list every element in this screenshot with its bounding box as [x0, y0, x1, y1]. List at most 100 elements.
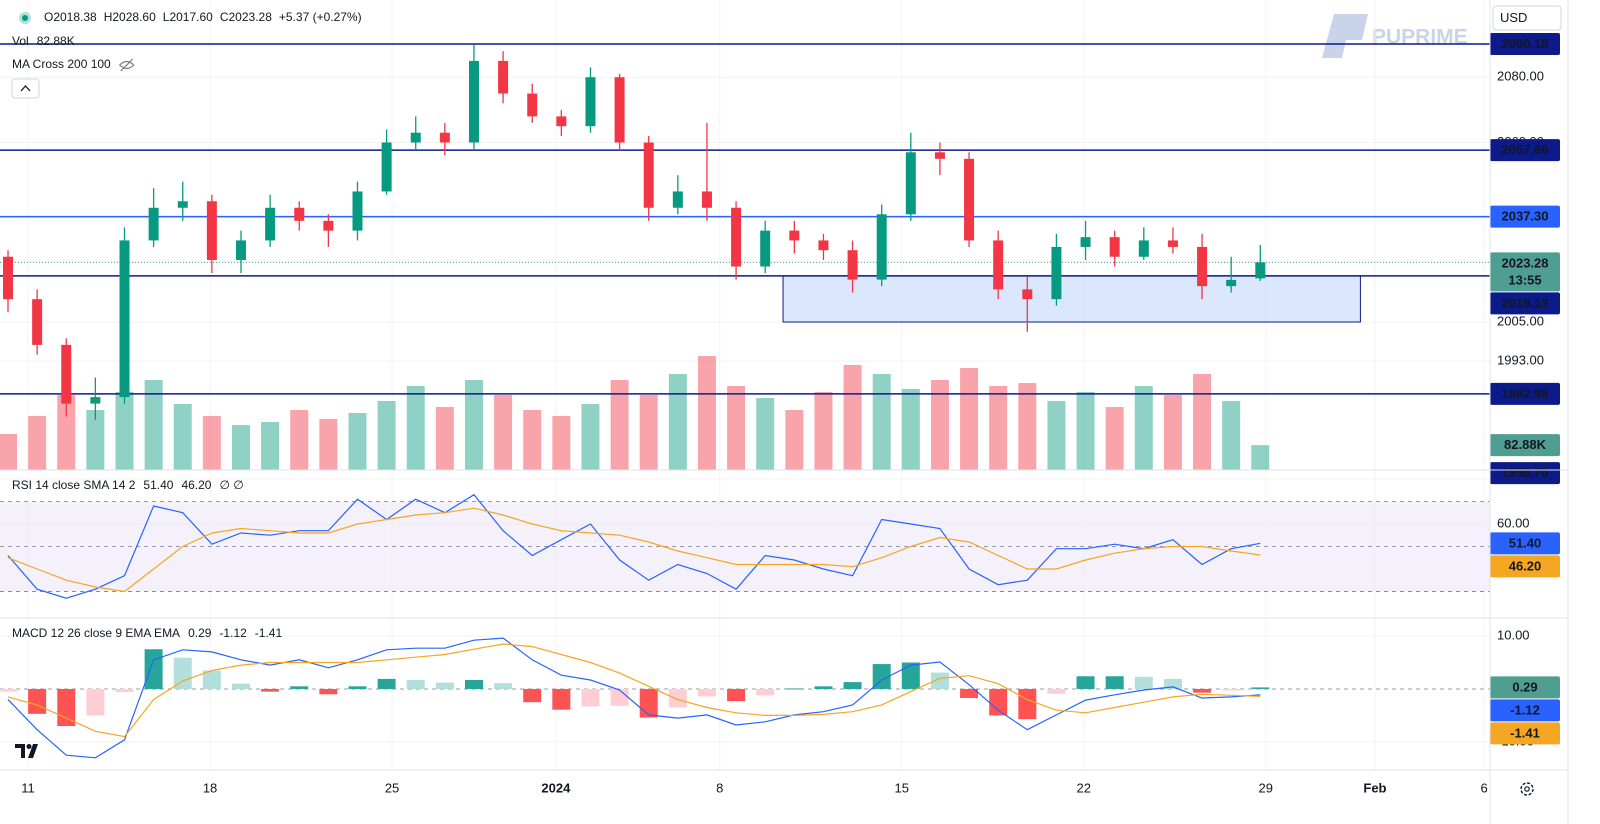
- volume-bar: [727, 386, 746, 470]
- volume-bar: [406, 386, 425, 470]
- histogram-bar: [639, 688, 658, 718]
- candle-body: [323, 220, 334, 231]
- volume-bar: [901, 389, 920, 470]
- histogram-bar: [930, 672, 949, 689]
- volume-bar: [115, 392, 134, 470]
- volume-bar: [0, 434, 18, 470]
- settings-button[interactable]: [1520, 782, 1534, 796]
- candle-body: [964, 158, 975, 241]
- volume-bar: [202, 416, 221, 470]
- volume-bar: [86, 410, 105, 470]
- candle-body: [1197, 246, 1208, 287]
- volume-bar: [290, 410, 309, 470]
- histogram-bar: [1222, 688, 1241, 691]
- ohlc-legend: +5.37 (+0.27%): [279, 10, 362, 24]
- histogram-label: 0.29: [1512, 679, 1537, 694]
- gear-icon[interactable]: [1520, 782, 1534, 796]
- indicator-value-label-box: [1490, 699, 1560, 722]
- last-price-label: 13:55: [1508, 272, 1541, 287]
- indicator-value: -1.12: [219, 626, 247, 640]
- x-tick-label: 15: [894, 780, 908, 795]
- currency-label[interactable]: USD: [1500, 10, 1527, 25]
- candle-body: [1138, 240, 1149, 257]
- ohlc-legend: C2023.28: [220, 10, 272, 24]
- candle-body: [876, 214, 887, 280]
- logo: PUPRIME: [1322, 14, 1468, 58]
- volume-bar: [464, 380, 483, 470]
- volume-label-box: [1490, 434, 1560, 457]
- candle-body: [381, 142, 392, 192]
- ohlc-legend: L2017.60: [163, 10, 213, 24]
- y-tick-label: 2005.00: [1497, 313, 1544, 328]
- histogram-bar: [581, 688, 600, 707]
- candle-body: [731, 207, 742, 267]
- volume-bar: [610, 380, 629, 470]
- y-tick-label: 60.00: [1497, 515, 1530, 530]
- volume-bar: [639, 395, 658, 470]
- indicator-value: -1.41: [255, 626, 283, 640]
- histogram-bar: [901, 662, 920, 689]
- volume-bar: [319, 419, 338, 470]
- indicator-value-label: -1.12: [1510, 702, 1540, 717]
- histogram-bar: [1193, 688, 1212, 693]
- volume-bar: [28, 416, 47, 470]
- candle-body: [148, 207, 159, 241]
- histogram-bar: [144, 649, 163, 689]
- histogram-bar: [814, 686, 833, 689]
- rsi-pane: [0, 478, 1490, 599]
- candle-body: [294, 207, 305, 221]
- histogram-bar: [989, 688, 1008, 716]
- histogram-bar: [785, 688, 804, 690]
- volume-bar: [1251, 445, 1270, 470]
- volume-bar: [494, 395, 513, 470]
- candle-body: [585, 77, 596, 127]
- histogram-bar: [348, 686, 367, 689]
- volume-bar: [668, 374, 687, 470]
- histogram-bar: [115, 688, 134, 693]
- candle-body: [1080, 237, 1091, 247]
- histogram-bar: [1251, 687, 1270, 689]
- candle-body: [410, 132, 421, 143]
- indicator-value: 46.20: [181, 478, 211, 492]
- level-label: 2019.13: [1502, 295, 1549, 310]
- volume-bar: [57, 395, 76, 470]
- collapse-button[interactable]: [11, 78, 40, 99]
- level-label-box: [1490, 382, 1560, 405]
- level-label-box: [1490, 292, 1560, 315]
- tv-logo-part: [15, 744, 25, 758]
- y-tick-label: 2080.00: [1497, 69, 1544, 84]
- candle-body: [1255, 262, 1266, 279]
- x-tick-label: 6: [1481, 780, 1488, 795]
- histogram-bar: [464, 679, 483, 689]
- indicator-line: [7, 507, 1261, 593]
- currency-button[interactable]: [1492, 5, 1562, 31]
- volume-bar: [231, 425, 250, 470]
- histogram-bar: [231, 683, 250, 689]
- axes: 11182520248152229Feb62080.002060.002036.…: [21, 0, 1544, 795]
- level-label: 2057.66: [1502, 142, 1549, 157]
- candle-body: [760, 230, 771, 267]
- volume-bar: [348, 413, 367, 470]
- histogram-bar: [494, 683, 513, 689]
- last-price-label: 2023.28: [1502, 255, 1549, 270]
- candle-body: [90, 397, 101, 404]
- volume-bar: [843, 365, 862, 470]
- gear-icon-center[interactable]: [1524, 786, 1530, 792]
- indicator-value-label: 51.40: [1509, 535, 1542, 550]
- volume-bar: [756, 398, 775, 470]
- candle-body: [701, 191, 712, 208]
- volume-bar: [552, 416, 571, 470]
- indicator-title: MACD 12 26 close 9 EMA EMA: [12, 626, 180, 640]
- volume-bar: [1134, 386, 1153, 470]
- histogram-bar: [319, 688, 338, 695]
- level-label: 1958.70: [1502, 465, 1549, 480]
- volume-bar: [814, 392, 833, 470]
- candle-body: [847, 250, 858, 280]
- volume-bar: [144, 380, 163, 470]
- hidden-eye-icon[interactable]: [118, 58, 135, 72]
- candle-body: [32, 299, 43, 345]
- level-label-box: [1490, 462, 1560, 485]
- volume-bar: [785, 410, 804, 470]
- histogram-bar: [697, 688, 716, 697]
